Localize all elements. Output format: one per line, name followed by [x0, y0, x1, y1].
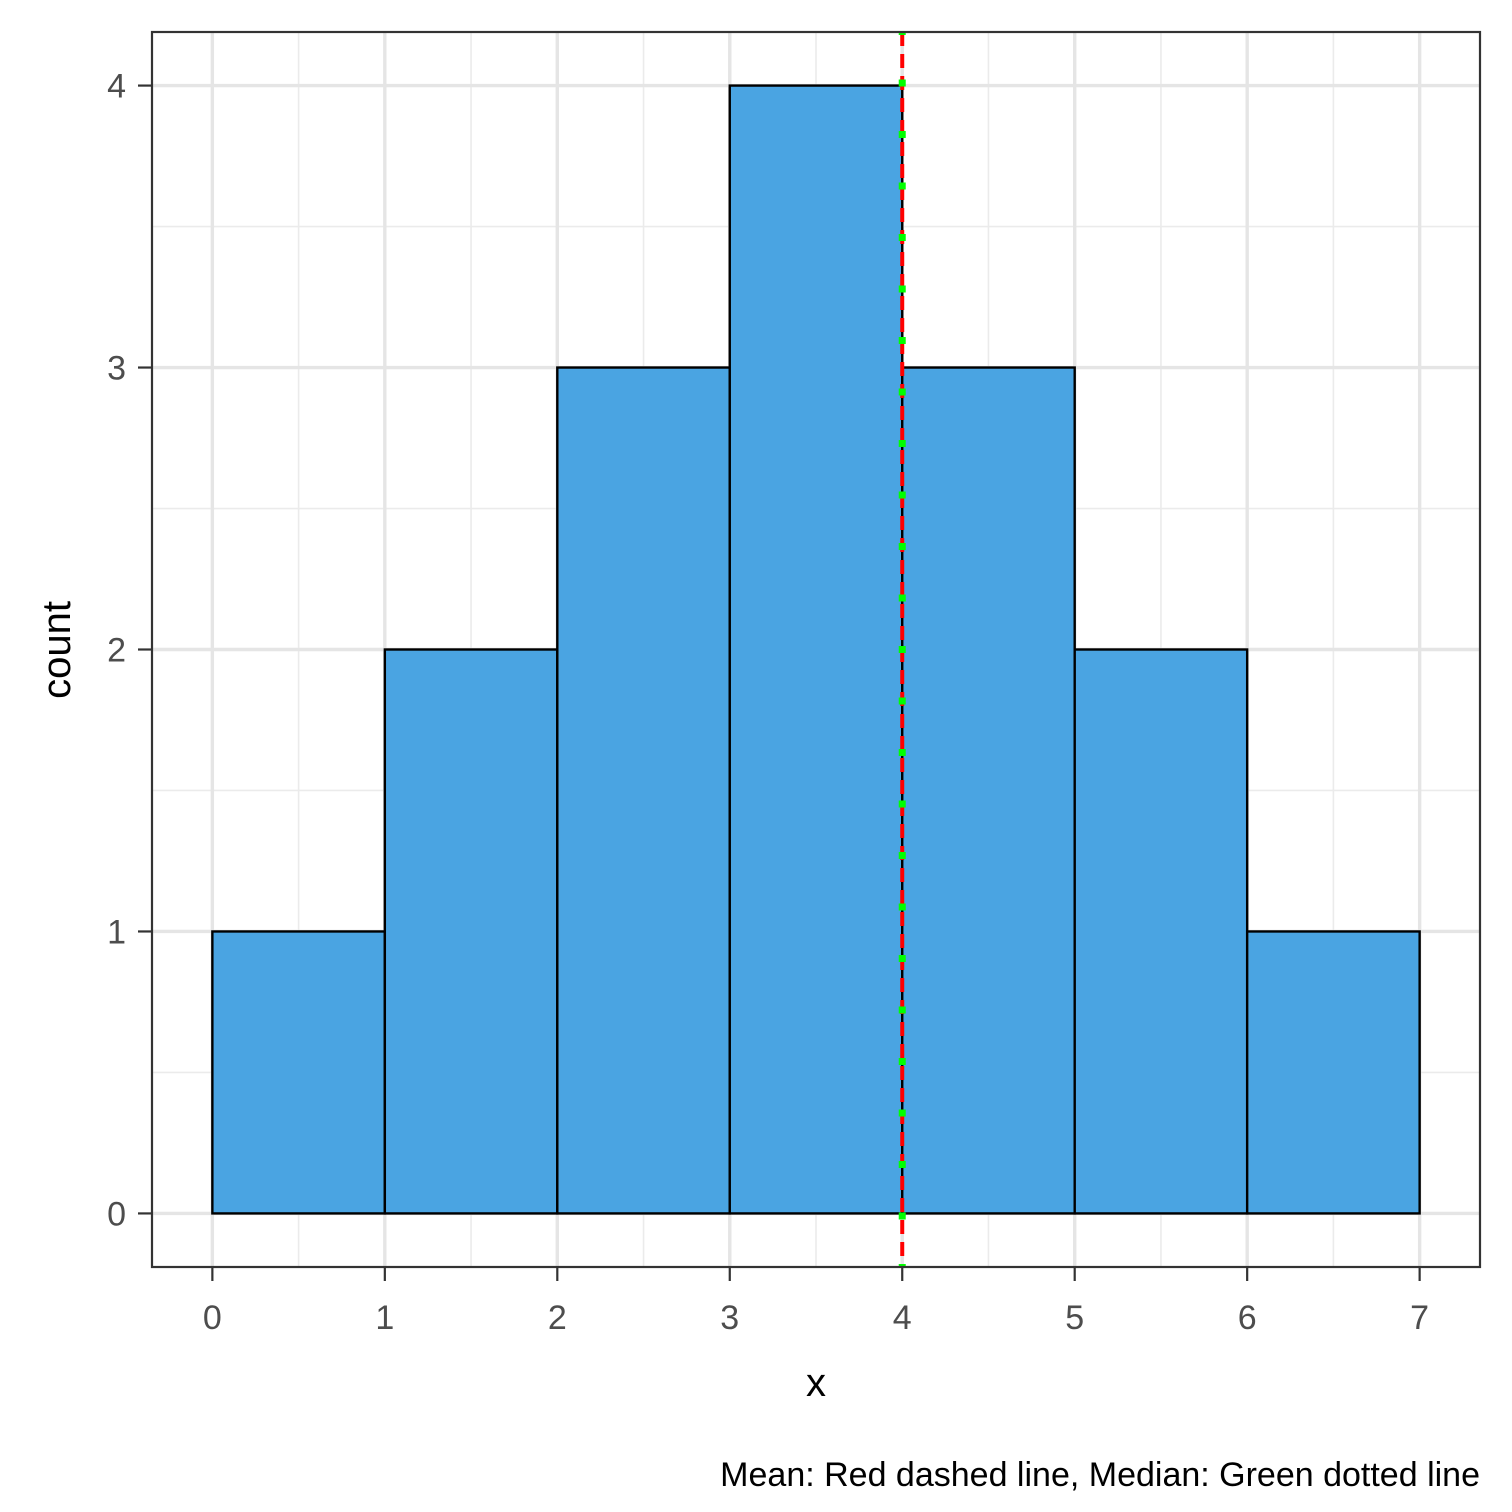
histogram-bar — [211, 930, 387, 1215]
y-axis-title: count — [35, 601, 79, 699]
histogram-bar — [383, 648, 559, 1215]
x-tick-label: 7 — [1410, 1299, 1429, 1337]
x-tick-label: 2 — [548, 1299, 567, 1337]
chart-caption: Mean: Red dashed line, Median: Green dot… — [720, 1456, 1480, 1494]
histogram-bar — [1245, 930, 1421, 1215]
x-tick-label: 4 — [893, 1299, 912, 1337]
x-tick-label: 6 — [1238, 1299, 1257, 1337]
x-tick-label: 5 — [1065, 1299, 1084, 1337]
x-axis-title: x — [806, 1361, 826, 1405]
y-tick-label: 1 — [107, 913, 126, 951]
histogram-bars — [211, 84, 1421, 1215]
x-tick-label: 3 — [720, 1299, 739, 1337]
y-axis-ticks: 0 1 2 3 4 — [107, 68, 152, 1233]
x-tick-label: 1 — [375, 1299, 394, 1337]
y-tick-label: 3 — [107, 350, 126, 388]
histogram-bar — [901, 366, 1076, 1215]
histogram-bar — [556, 366, 731, 1215]
x-tick-label: 0 — [203, 1299, 222, 1337]
y-tick-label: 2 — [107, 632, 126, 670]
x-axis-ticks: 0 1 2 3 4 5 6 7 — [203, 1267, 1429, 1337]
y-tick-label: 0 — [107, 1195, 126, 1233]
y-tick-label: 4 — [107, 68, 126, 106]
histogram-bar — [728, 84, 904, 1215]
histogram-bar — [1073, 648, 1249, 1215]
